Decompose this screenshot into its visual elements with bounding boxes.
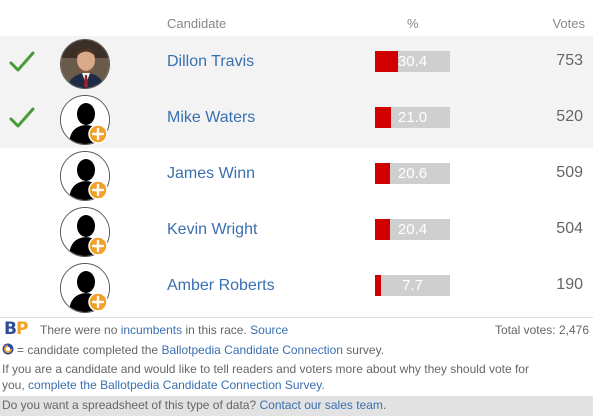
- sales-banner: Do you want a spreadsheet of this type o…: [0, 396, 593, 416]
- candidate-connection-icon: [2, 343, 14, 355]
- candidate-connection-link[interactable]: Ballotpedia Candidate Connection: [161, 343, 343, 357]
- column-header-candidate: Candidate: [167, 16, 227, 31]
- vote-count: 509: [556, 164, 583, 181]
- column-header-percent: %: [407, 16, 419, 31]
- vote-share-label: 21.0: [397, 109, 428, 126]
- survey-invite-line2: you, complete the Ballotpedia Candidate …: [2, 378, 325, 392]
- vote-count: 504: [556, 220, 583, 237]
- candidate-row: Mike Waters 21.0 520: [0, 92, 593, 148]
- vote-share-bar-fill: [375, 275, 381, 296]
- complete-survey-link[interactable]: complete the Ballotpedia Candidate Conne…: [28, 378, 322, 392]
- vote-share-bar: 20.4: [375, 219, 450, 240]
- column-header-votes: Votes: [552, 16, 585, 31]
- winner-check-icon: [9, 107, 35, 128]
- sales-text: Do you want a spreadsheet of this type o…: [2, 398, 387, 412]
- candidate-avatar: [60, 95, 110, 145]
- candidate-connection-badge-icon: [88, 124, 108, 144]
- contact-sales-link[interactable]: Contact our sales team: [259, 398, 383, 412]
- vote-share-bar-fill: [375, 219, 390, 240]
- candidate-connection-badge-icon: [88, 236, 108, 256]
- divider: [0, 317, 593, 318]
- vote-share-bar: 7.7: [375, 275, 450, 296]
- vote-share-bar: 21.0: [375, 107, 450, 128]
- vote-share-label: 7.7: [402, 277, 423, 294]
- source-link[interactable]: Source: [250, 323, 289, 337]
- total-votes: Total votes: 2,476: [494, 323, 589, 337]
- vote-share-bar: 20.6: [375, 163, 450, 184]
- vote-share-label: 20.6: [397, 165, 428, 182]
- vote-count: 520: [556, 108, 583, 125]
- candidate-connection-note: = candidate completed the Ballotpedia Ca…: [17, 343, 385, 357]
- candidate-row: Amber Roberts 7.7 190: [0, 260, 593, 316]
- candidate-name-link[interactable]: Mike Waters: [167, 109, 256, 126]
- vote-share-bar-fill: [375, 163, 390, 184]
- survey-invite-text: If you are a candidate and would like to…: [2, 362, 529, 376]
- vote-share-label: 20.4: [397, 221, 428, 238]
- candidate-connection-badge-icon: [88, 292, 108, 312]
- candidate-name-link[interactable]: James Winn: [167, 165, 256, 182]
- candidate-name-link[interactable]: Dillon Travis: [167, 53, 255, 70]
- vote-share-label: 30.4: [397, 53, 428, 70]
- candidate-name-link[interactable]: Amber Roberts: [167, 277, 275, 294]
- candidate-row: Kevin Wright 20.4 504: [0, 204, 593, 260]
- incumbents-note: There were no incumbents in this race. S…: [40, 323, 289, 337]
- vote-count: 190: [556, 276, 583, 293]
- candidate-row: Dillon Travis 30.4 753: [0, 36, 593, 92]
- candidate-name-link[interactable]: Kevin Wright: [167, 221, 258, 238]
- incumbents-link[interactable]: incumbents: [120, 323, 183, 337]
- vote-share-bar-fill: [375, 107, 391, 128]
- candidate-row: James Winn 20.6 509: [0, 148, 593, 204]
- candidate-connection-badge-icon: [88, 180, 108, 200]
- vote-share-bar: 30.4: [375, 51, 450, 72]
- vote-share-bar-fill: [375, 51, 398, 72]
- candidate-avatar: [60, 39, 110, 89]
- ballotpedia-logo: BP: [4, 319, 28, 339]
- results-table-header: Candidate % Votes: [0, 0, 593, 36]
- winner-check-icon: [9, 51, 35, 72]
- vote-count: 753: [556, 52, 583, 69]
